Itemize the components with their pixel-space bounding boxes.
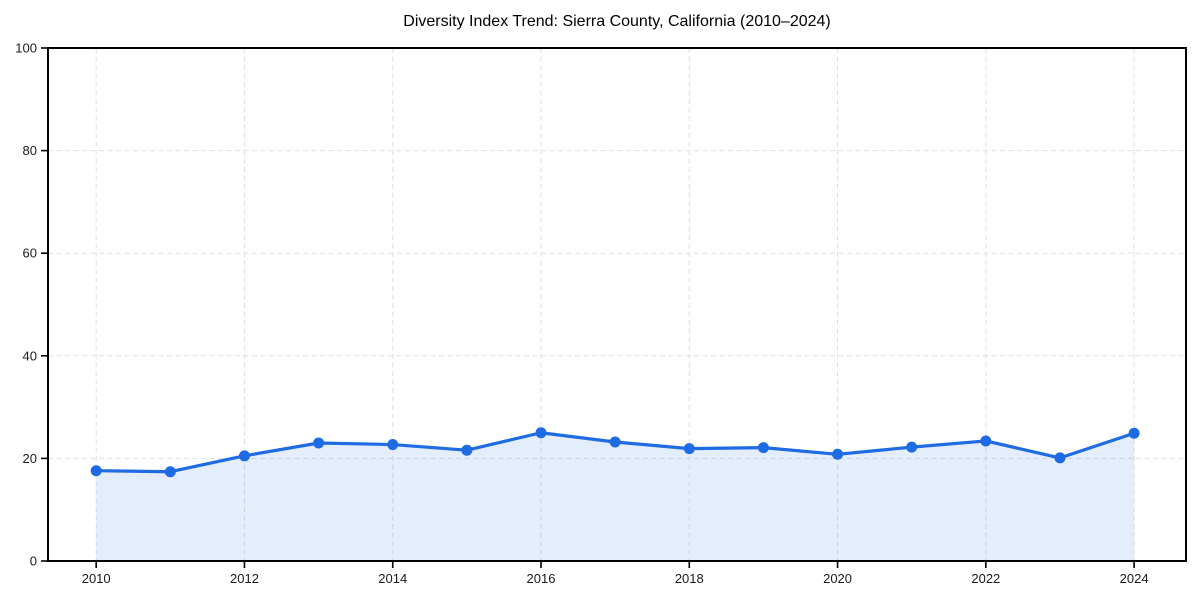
y-tick-label: 0 <box>30 554 37 569</box>
data-point-2013 <box>313 437 325 449</box>
axes: 2010 2012 2014 2016 2018 2020 2022 2024 0 20 40 60 8… <box>15 41 1148 587</box>
data-point-2014 <box>387 439 399 451</box>
x-tick-label: 2012 <box>230 571 259 586</box>
y-tick-label: 60 <box>23 246 37 261</box>
x-tick-label: 2018 <box>675 571 704 586</box>
data-point-2017 <box>609 436 621 448</box>
data-point-2018 <box>683 443 695 455</box>
data-point-2021 <box>906 441 918 453</box>
y-tick-label: 40 <box>23 348 37 363</box>
x-tick-label: 2014 <box>378 571 407 586</box>
data-point-2022 <box>980 435 992 447</box>
data-point-2019 <box>757 442 769 454</box>
y-tick-label: 100 <box>15 41 37 56</box>
y-tick-label: 20 <box>23 451 37 466</box>
data-point-2012 <box>238 450 250 462</box>
y-tick-label: 80 <box>23 143 37 158</box>
data-point-markers <box>90 427 1140 478</box>
data-point-2023 <box>1054 452 1066 464</box>
x-tick-label: 2016 <box>527 571 556 586</box>
chart-title: Diversity Index Trend: Sierra County, Ca… <box>403 13 831 30</box>
data-point-2015 <box>461 444 473 456</box>
plot-border <box>47 47 1187 562</box>
data-point-2016 <box>535 427 547 439</box>
x-tick-label: 2010 <box>82 571 111 586</box>
x-tick-label: 2020 <box>823 571 852 586</box>
data-point-2011 <box>164 466 176 478</box>
data-point-2024 <box>1128 427 1140 439</box>
x-tick-label: 2022 <box>971 571 1000 586</box>
area-fill <box>96 432 1135 561</box>
x-tick-label: 2024 <box>1120 571 1149 586</box>
data-point-2020 <box>832 448 844 460</box>
data-point-2010 <box>90 465 102 477</box>
